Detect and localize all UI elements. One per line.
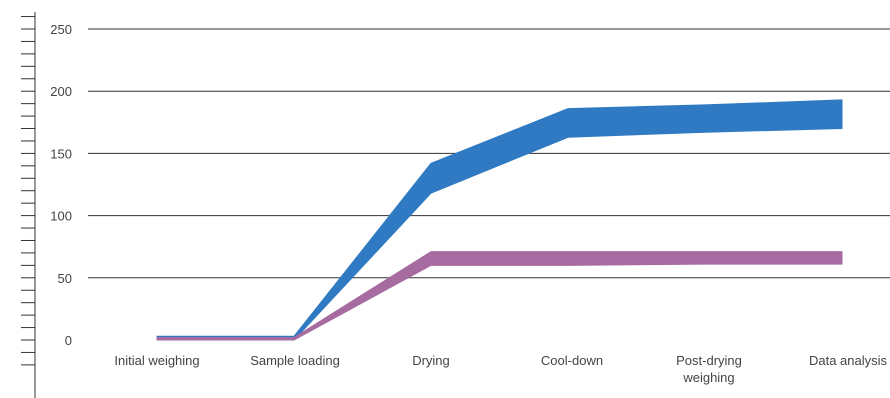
y-tick-labels: 0 50 100 150 200 250 <box>50 22 72 348</box>
y-tick-label: 250 <box>50 22 72 37</box>
x-tick-label: Post-drying weighing <box>676 353 742 385</box>
x-tick-label: Sample loading <box>250 353 340 368</box>
x-category-labels: Initial weighing Sample loading Drying Cool… <box>114 353 887 385</box>
y-tick-label: 0 <box>65 333 72 348</box>
x-tick-label: Drying <box>412 353 450 368</box>
series-bands <box>156 99 843 341</box>
series-band-2 <box>156 251 843 341</box>
series-band-1 <box>156 99 843 341</box>
y-tick-label: 200 <box>50 84 72 99</box>
y-tick-label: 50 <box>58 271 72 286</box>
y-tick-label: 100 <box>50 209 72 224</box>
y-tick-label: 150 <box>50 146 72 161</box>
x-tick-label: Data analysis <box>809 353 888 368</box>
y-axis <box>21 12 36 398</box>
x-tick-label: Initial weighing <box>114 353 199 368</box>
x-tick-label: Cool-down <box>541 353 603 368</box>
